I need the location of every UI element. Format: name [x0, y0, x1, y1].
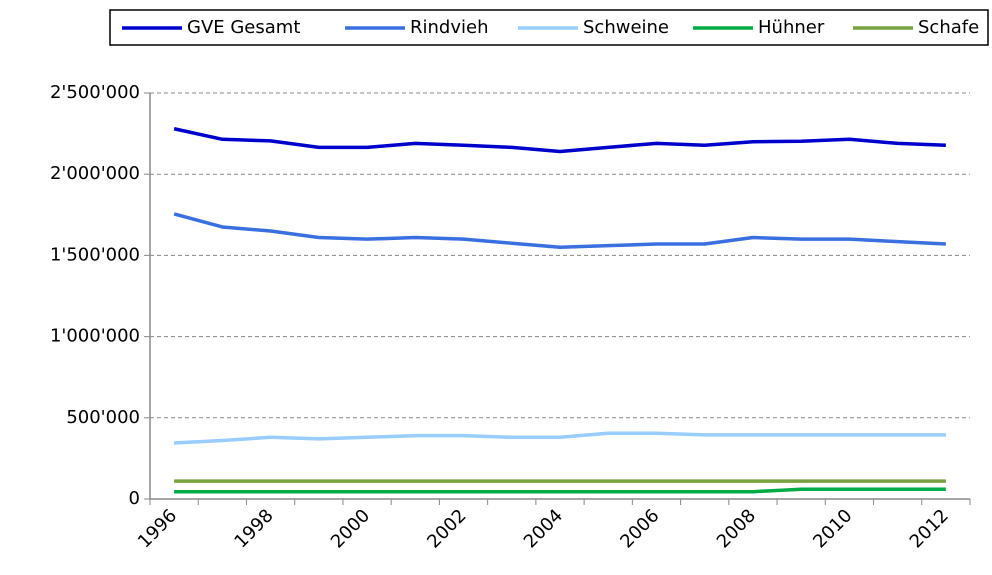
x-tick-label: 1998 [230, 505, 277, 552]
x-tick-label: 2004 [520, 505, 567, 552]
legend-label: GVE Gesamt [187, 17, 300, 38]
y-tick-label: 0 [129, 488, 140, 509]
y-tick-label: 1'000'000 [50, 326, 140, 347]
series-line [173, 212, 946, 250]
y-tick-label: 2'500'000 [50, 82, 140, 103]
x-tick-label: 2010 [809, 505, 856, 552]
x-tick-label: 2008 [713, 505, 760, 552]
x-tick-label: 1996 [134, 505, 181, 552]
y-tick-label: 2'000'000 [50, 163, 140, 184]
x-tick-label: 2012 [906, 505, 953, 552]
y-tick-label: 500'000 [66, 407, 140, 428]
series-line [174, 431, 946, 445]
x-tick-label: 2002 [423, 505, 470, 552]
x-tick-label: 2006 [616, 505, 663, 552]
legend-label: Schweine [583, 17, 669, 38]
series-line [173, 127, 946, 154]
legend-label: Hühner [758, 17, 825, 38]
y-tick-label: 1'500'000 [50, 244, 140, 265]
series-line [174, 487, 946, 494]
x-tick-label: 2000 [327, 505, 374, 552]
legend-label: Rindvieh [410, 17, 488, 38]
legend-label: Schafe [918, 17, 979, 38]
